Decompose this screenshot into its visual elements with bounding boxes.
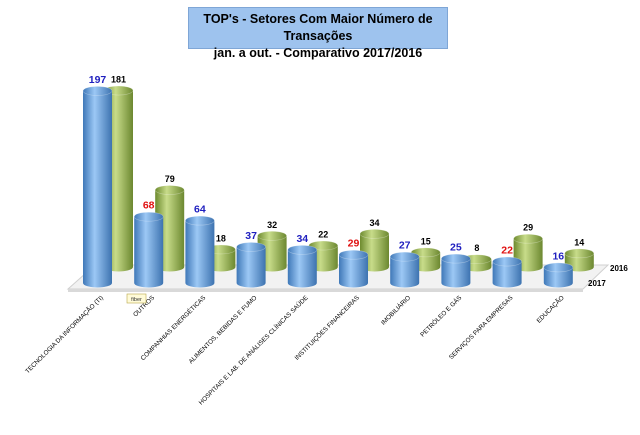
chart-subtitle: jan. a out. - Comparativo 2017/2016 <box>213 46 423 60</box>
bar-2017 <box>236 242 266 288</box>
data-label-2017: 29 <box>348 238 360 250</box>
category-label: TECNOLOGIA DA INFORMAÇÃO (TI) <box>23 293 105 375</box>
data-label-2016: 22 <box>318 230 328 240</box>
category-label: PETRÓLEO E GÁS <box>418 293 463 338</box>
bar-2017 <box>441 253 471 288</box>
data-label-2016: 32 <box>267 220 277 230</box>
series-label-2017: 2017 <box>588 279 606 288</box>
bar-2017 <box>543 262 574 288</box>
tooltip: fiber <box>126 293 147 304</box>
data-label-2017: 68 <box>143 200 155 212</box>
chart-title: TOP's - Setores Com Maior Número de Tran… <box>203 12 433 43</box>
data-label-2017: 22 <box>501 245 513 257</box>
bars-layer <box>82 85 595 288</box>
data-label-2016: 34 <box>369 218 379 228</box>
bar-2017 <box>133 211 164 288</box>
data-label-2016: 18 <box>216 233 226 243</box>
data-label-2016: 29 <box>523 223 533 233</box>
data-label-2017: 197 <box>89 74 107 86</box>
category-label: EDUCAÇÃO <box>534 293 566 325</box>
data-label-2016: 14 <box>574 237 584 247</box>
data-label-2017: 27 <box>399 240 411 252</box>
bar-2017 <box>492 256 522 288</box>
data-label-2016: 79 <box>165 174 175 184</box>
data-label-2016: 181 <box>111 75 126 85</box>
data-label-2017: 37 <box>245 230 257 242</box>
data-label-2017: 34 <box>296 233 308 245</box>
data-label-2017: 64 <box>194 204 206 216</box>
data-label-2016: 15 <box>421 236 431 246</box>
series-label-2016: 2016 <box>610 264 628 273</box>
category-label: HOSPITAIS E LAB. DE ANÁLISES CLÍNICAS SA… <box>196 293 309 406</box>
data-label-2017: 25 <box>450 242 462 254</box>
tooltip-text: fiber <box>131 297 142 303</box>
bar-2017 <box>287 245 318 288</box>
data-label-2016: 8 <box>474 243 479 253</box>
chart-title-box: TOP's - Setores Com Maior Número de Tran… <box>188 7 448 60</box>
bar-2017 <box>389 251 420 288</box>
bar-2017 <box>338 249 369 288</box>
bar-2017 <box>185 215 215 288</box>
bar-2017 <box>82 86 113 288</box>
data-label-2017: 16 <box>552 250 564 262</box>
category-label: IMOBILIÁRIO <box>379 293 413 327</box>
